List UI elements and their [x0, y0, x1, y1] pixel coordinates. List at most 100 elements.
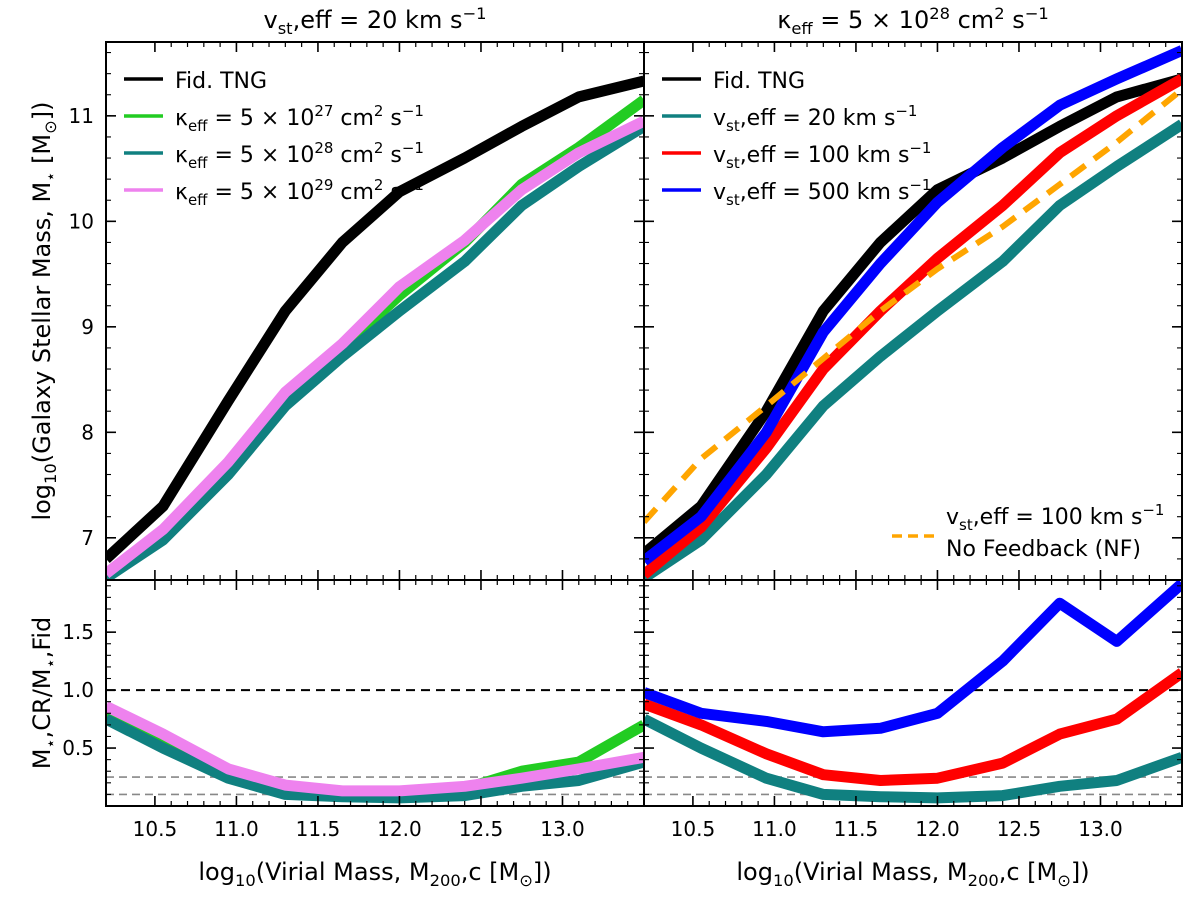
x-tick-label: 11.0 — [214, 817, 259, 841]
y-axis-title-top: log10​(Galaxy Stellar Mass, M⋆​ [M⊙​]) — [28, 101, 60, 520]
y-axis-title-top-text: log10​(Galaxy Stellar Mass, M⋆​ [M⊙​]) — [28, 101, 60, 520]
right-panel-title-part: κ — [777, 6, 791, 34]
left-x-axis-title-part: (Virial Mass, M — [256, 858, 430, 886]
left-panel-title-part: −1 — [462, 4, 486, 23]
legend-label-nf-line1-part: v — [946, 505, 959, 530]
left-top-plot — [106, 75, 644, 580]
y-tick-label-top: 11 — [69, 104, 94, 128]
y-axis-title-top-text-part: ]) — [28, 101, 56, 120]
right-panel-title-part: eff — [791, 19, 813, 38]
left-series-2-line — [106, 121, 644, 580]
right-series-3-line — [644, 45, 1182, 566]
legend-label-vst-20-part: st — [726, 117, 740, 135]
legend-label-vst-20-part: v — [713, 106, 726, 131]
right-series-3-ratio-line — [644, 580, 1182, 738]
left-x-axis-title-part: 10 — [235, 871, 256, 890]
right-series-2-line — [644, 74, 1182, 579]
legend-label-kappa-5e27-part: = 5 × 10 — [207, 106, 314, 131]
right-panel-title-part: = 5 × 10 — [813, 6, 930, 34]
legend-label-kappa-5e29-part: 29 — [314, 176, 333, 194]
y-axis-title-top-text-part: ⋆ — [41, 172, 60, 182]
x-tick-label: 13.0 — [1078, 817, 1123, 841]
legend-label-kappa-5e29-part: 2 — [374, 176, 384, 194]
y-axis-title-bottom: M⋆​,CR/M⋆​,Fid — [28, 617, 60, 770]
left-series-3-ratio-line — [106, 701, 644, 797]
y-tick-label-top: 7 — [81, 526, 94, 550]
left-x-axis-title-part: 200 — [430, 871, 461, 890]
y-axis-title-bottom-text-part: ,CR/M — [28, 669, 56, 739]
legend-label-kappa-5e27-part: 27 — [314, 102, 333, 120]
legend-label-vst-500: vst​,eff = 500 km s−1​ — [713, 176, 931, 209]
y-tick-label-bottom: 1.0 — [62, 678, 94, 702]
y-axis-title-top-text-part: ⊙ — [41, 120, 60, 134]
legend-label-kappa-5e27: κeff​ = 5 × 1027​ cm2​ s−1​ — [175, 102, 424, 135]
legend-label-Fid. TNG: Fid. TNG — [713, 69, 805, 94]
left-x-axis-title: log10​(Virial Mass, M200​,c [M⊙​]) — [198, 858, 551, 890]
legend-label-vst-500-part: −1 — [909, 176, 931, 194]
x-tick-label: 10.5 — [133, 817, 178, 841]
legend-label-kappa-5e29-part: cm — [333, 180, 374, 205]
x-tick-label: 12.0 — [377, 817, 422, 841]
legend-label-kappa-5e28: κeff​ = 5 × 1028​ cm2​ s−1​ — [175, 139, 424, 172]
legend-label-kappa-5e28-part: −1 — [402, 139, 424, 157]
right-panel-title-part: 28 — [929, 4, 950, 23]
left-panel-title-part: ,eff = 20 km s — [293, 6, 463, 34]
legend-label-nf-line1-part: ,eff = 100 km s — [973, 505, 1143, 530]
right-series-2-ratio-line — [644, 668, 1182, 786]
legend-label-vst-100-part: st — [726, 154, 740, 172]
left-panel-title: vst​,eff = 20 km s−1​ — [263, 4, 486, 38]
legend-label-kappa-5e28-part: κ — [175, 143, 188, 168]
legend-label-vst-100-part: v — [713, 143, 726, 168]
x-tick-label: 12.5 — [459, 817, 504, 841]
legend-label-Fid. TNG-part: Fid. TNG — [713, 69, 805, 94]
legend-label-kappa-5e28-part: 2 — [374, 139, 384, 157]
y-tick-label-top: 9 — [81, 315, 94, 339]
right-top-plot — [644, 45, 1182, 580]
legend-label-vst-100: vst​,eff = 100 km s−1​ — [713, 139, 931, 172]
x-tick-label: 11.5 — [834, 817, 879, 841]
right-x-axis-title: log10​(Virial Mass, M200​,c [M⊙​]) — [736, 858, 1089, 890]
x-tick-label: 11.5 — [296, 817, 341, 841]
x-tick-label: 13.0 — [540, 817, 585, 841]
legend-label-kappa-5e29-part: −1 — [402, 176, 424, 194]
right-panel-title: κeff​ = 5 × 1028​ cm2​ s−1​ — [777, 4, 1049, 38]
left-panel-title-part: st — [278, 19, 293, 38]
legend-label-nf-line2: No Feedback (NF) — [946, 537, 1141, 562]
right-x-axis-title-part: 200 — [968, 871, 999, 890]
left-bottom-plot — [106, 689, 644, 804]
y-axis-title-bottom-text: M⋆​,CR/M⋆​,Fid — [28, 617, 60, 770]
right-x-axis-title-part: ,c [M — [999, 858, 1058, 886]
legend-label-kappa-5e27-part: cm — [333, 106, 374, 131]
right-series-1-line — [644, 119, 1182, 580]
right-panel-title-part: s — [1005, 6, 1025, 34]
legend-label-kappa-5e27-part: s — [383, 106, 401, 131]
legend-label-Fid. TNG: Fid. TNG — [175, 69, 267, 94]
left-series-2-ratio-line — [106, 714, 644, 804]
left-series-3-line — [106, 116, 644, 579]
x-tick-label: 12.0 — [915, 817, 960, 841]
legend-label-kappa-5e29-part: = 5 × 10 — [207, 180, 314, 205]
legend-label-vst-20: vst​,eff = 20 km s−1​ — [713, 102, 917, 135]
right-bottom-frame — [643, 579, 1183, 807]
y-tick-label-top: 10 — [69, 209, 94, 233]
legend-label-nf-line1-part: −1 — [1142, 501, 1164, 519]
legend-label-kappa-5e28-part: s — [383, 143, 401, 168]
x-tick-label: 11.0 — [752, 817, 797, 841]
y-axis-title-bottom-text-part: ⋆ — [41, 658, 60, 668]
legend-label-kappa-5e27-part: −1 — [402, 102, 424, 120]
y-axis-title-top-text-part: log — [28, 484, 56, 521]
left-x-axis-title-part: log — [198, 858, 235, 886]
y-tick-label-bottom: 0.5 — [62, 736, 94, 760]
right-x-axis-title-part: 10 — [773, 871, 794, 890]
right-bottom-plot — [644, 580, 1182, 804]
legend-label-vst-500-part: v — [713, 180, 726, 205]
legend-label-kappa-5e28-part: eff — [188, 154, 208, 172]
x-tick-label: 10.5 — [671, 817, 716, 841]
legend-label-kappa-5e28-part: cm — [333, 143, 374, 168]
legend-label-vst-500-part: st — [726, 191, 740, 209]
legend-label-nf-line1: vst​,eff = 100 km s−1​ — [946, 501, 1164, 534]
legend-label-vst-20-part: ,eff = 20 km s — [740, 106, 896, 131]
legend-label-kappa-5e29-part: eff — [188, 191, 208, 209]
right-series-0-line — [644, 73, 1182, 558]
y-tick-label-bottom: 1.5 — [62, 620, 94, 644]
